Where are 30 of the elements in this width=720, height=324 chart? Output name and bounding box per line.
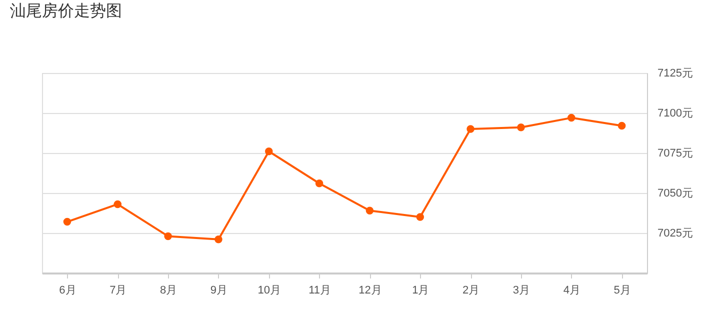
point xyxy=(164,232,172,240)
y-tick-label: 7075元 xyxy=(658,148,693,160)
x-tick-label: 8月 xyxy=(160,284,178,296)
x-tick-label: 9月 xyxy=(210,284,228,296)
point xyxy=(416,213,424,221)
x-tick-label: 1月 xyxy=(412,284,430,296)
x-tick-label: 5月 xyxy=(614,284,631,296)
point xyxy=(265,148,273,156)
point xyxy=(366,206,374,214)
y-tick-label: 7025元 xyxy=(658,228,693,240)
x-tick-label: 3月 xyxy=(512,284,530,296)
point xyxy=(214,236,222,244)
y-tick-label: 7050元 xyxy=(658,188,693,200)
point xyxy=(466,125,474,133)
point xyxy=(618,122,626,130)
y-tick-label: 7125元 xyxy=(658,68,693,80)
chart-title: 汕尾房价走势图 xyxy=(10,2,122,20)
x-tick-label: 12月 xyxy=(358,284,382,296)
point xyxy=(568,114,576,122)
x-tick-label: 4月 xyxy=(563,284,580,296)
x-tick-label: 10月 xyxy=(258,284,281,296)
x-tick-label: 6月 xyxy=(59,284,76,296)
x-tick-label: 11月 xyxy=(308,284,332,296)
y-tick-label: 7100元 xyxy=(658,108,693,120)
point xyxy=(315,180,324,188)
x-tick-label: 2月 xyxy=(462,284,480,296)
point xyxy=(114,200,122,208)
point xyxy=(517,124,525,132)
point xyxy=(63,218,72,226)
x-tick-label: 7月 xyxy=(110,284,127,296)
